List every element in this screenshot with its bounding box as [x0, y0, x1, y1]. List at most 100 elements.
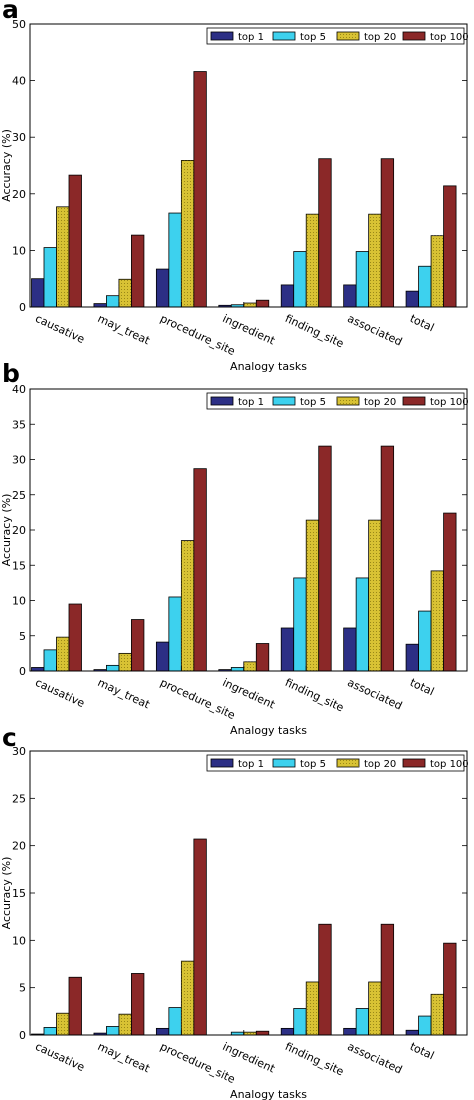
x-tick-label: total — [408, 312, 436, 334]
legend-swatch-top1 — [210, 31, 234, 41]
x-axis-label: Analogy tasks — [230, 724, 307, 737]
bar-top5-procedure_site — [168, 596, 182, 672]
y-tick-label: 20 — [12, 524, 26, 537]
x-tick-label: associated — [345, 312, 404, 349]
bar-top1-associated — [343, 627, 357, 672]
bar-top1-associated — [343, 284, 357, 308]
legend-label: top 20 — [364, 32, 396, 43]
bar-top100-finding_site — [318, 445, 332, 672]
y-tick-label: 0 — [19, 301, 26, 314]
bar-top100-total — [443, 185, 457, 308]
bar-top1-causative — [31, 667, 45, 672]
bar-top5-causative — [43, 649, 57, 672]
bar-top100-total — [443, 512, 457, 672]
bar-top5-finding_site — [293, 1008, 307, 1036]
y-tick-label: 40 — [12, 383, 26, 396]
legend-swatch-top1 — [210, 396, 234, 406]
bar-top5-causative — [43, 1027, 57, 1036]
y-tick-label: 25 — [12, 792, 26, 805]
legend-swatch-top100 — [402, 31, 426, 41]
y-axis-label: Accuracy (%) — [0, 494, 13, 567]
y-tick-label: 5 — [19, 630, 26, 643]
y-tick-label: 30 — [12, 454, 26, 467]
bar-top5-associated — [355, 577, 370, 672]
legend-label: top 5 — [300, 32, 326, 43]
x-tick-label: may_treat — [96, 676, 153, 712]
bar-hatch — [243, 303, 257, 307]
bar-top5-may_treat — [106, 295, 120, 308]
bar-hatch — [306, 214, 319, 307]
bar-top5-associated — [355, 251, 370, 308]
x-tick-label: causative — [33, 676, 87, 710]
bar-top1-finding_site — [280, 1027, 295, 1036]
bar-top5-total — [418, 265, 432, 308]
bar-top100-procedure_site — [193, 71, 207, 308]
bar-hatch — [368, 214, 382, 307]
panel-label: b — [2, 359, 20, 388]
bar-top5-finding_site — [293, 251, 307, 308]
y-tick-label: 10 — [12, 934, 26, 947]
legend-label: top 1 — [238, 397, 264, 408]
y-tick-label: 5 — [19, 982, 26, 995]
bar-top5-finding_site — [293, 577, 307, 672]
legend-swatch-top5 — [272, 758, 296, 768]
bar-top5-associated — [355, 1008, 370, 1036]
bar-hatch — [243, 661, 257, 671]
bar-top100-associated — [380, 923, 395, 1036]
legend-label: top 100 — [430, 32, 469, 43]
legend-swatch-hatch — [337, 759, 359, 767]
y-tick-label: 10 — [12, 595, 26, 608]
x-tick-label: may_treat — [96, 312, 153, 348]
legend-swatch-top100 — [402, 396, 426, 406]
x-tick-label: finding_site — [283, 676, 346, 715]
legend-label: top 1 — [238, 759, 264, 770]
legend: top 1 top 5 top 20 top 100 — [206, 392, 469, 410]
legend-swatch-hatch — [337, 397, 359, 405]
legend-swatch-top5 — [272, 396, 296, 406]
bar-hatch — [306, 981, 319, 1035]
y-tick-label: 10 — [12, 244, 26, 257]
bar-top5-total — [418, 1015, 432, 1036]
bar-top1-causative — [31, 278, 45, 308]
bar-top100-may_treat — [131, 619, 145, 672]
bar-top100-may_treat — [131, 973, 145, 1036]
legend-swatch-hatch — [337, 32, 359, 40]
y-axis-label: Accuracy (%) — [0, 129, 13, 202]
bar-hatch — [306, 520, 319, 671]
panel-label: c — [2, 723, 17, 752]
bar-hatch — [56, 206, 69, 307]
bar-top100-procedure_site — [193, 838, 207, 1036]
bar-top5-procedure_site — [168, 1007, 182, 1036]
bar-top1-total — [405, 643, 419, 672]
bar-top1-may_treat — [93, 303, 107, 308]
bar-top100-ingredient — [255, 299, 270, 308]
bar-top100-may_treat — [131, 234, 145, 308]
y-tick-label: 25 — [12, 489, 26, 502]
x-tick-label: total — [408, 1040, 436, 1062]
bar-hatch — [56, 1013, 69, 1035]
bar-top100-finding_site — [318, 158, 332, 308]
bar-hatch — [368, 520, 382, 671]
legend-swatch-top100 — [402, 758, 426, 768]
bar-top1-associated — [343, 1027, 357, 1036]
bar-top100-causative — [68, 603, 82, 672]
bar-top100-total — [443, 942, 457, 1036]
bar-top1-total — [405, 1029, 419, 1036]
plot-frame — [29, 388, 468, 672]
bar-hatch — [431, 994, 444, 1035]
y-tick-label: 35 — [12, 418, 26, 431]
bar-hatch — [181, 160, 194, 307]
y-axis-label: Accuracy (%) — [0, 857, 13, 930]
legend-box — [206, 754, 465, 772]
legend-swatch-top1 — [210, 758, 234, 768]
bar-top1-finding_site — [280, 284, 295, 308]
legend-label: top 100 — [430, 759, 469, 770]
bar-hatch — [118, 1014, 132, 1035]
bar-top1-procedure_site — [155, 268, 170, 308]
bar-top1-total — [405, 290, 419, 308]
x-tick-label: may_treat — [96, 1040, 153, 1076]
